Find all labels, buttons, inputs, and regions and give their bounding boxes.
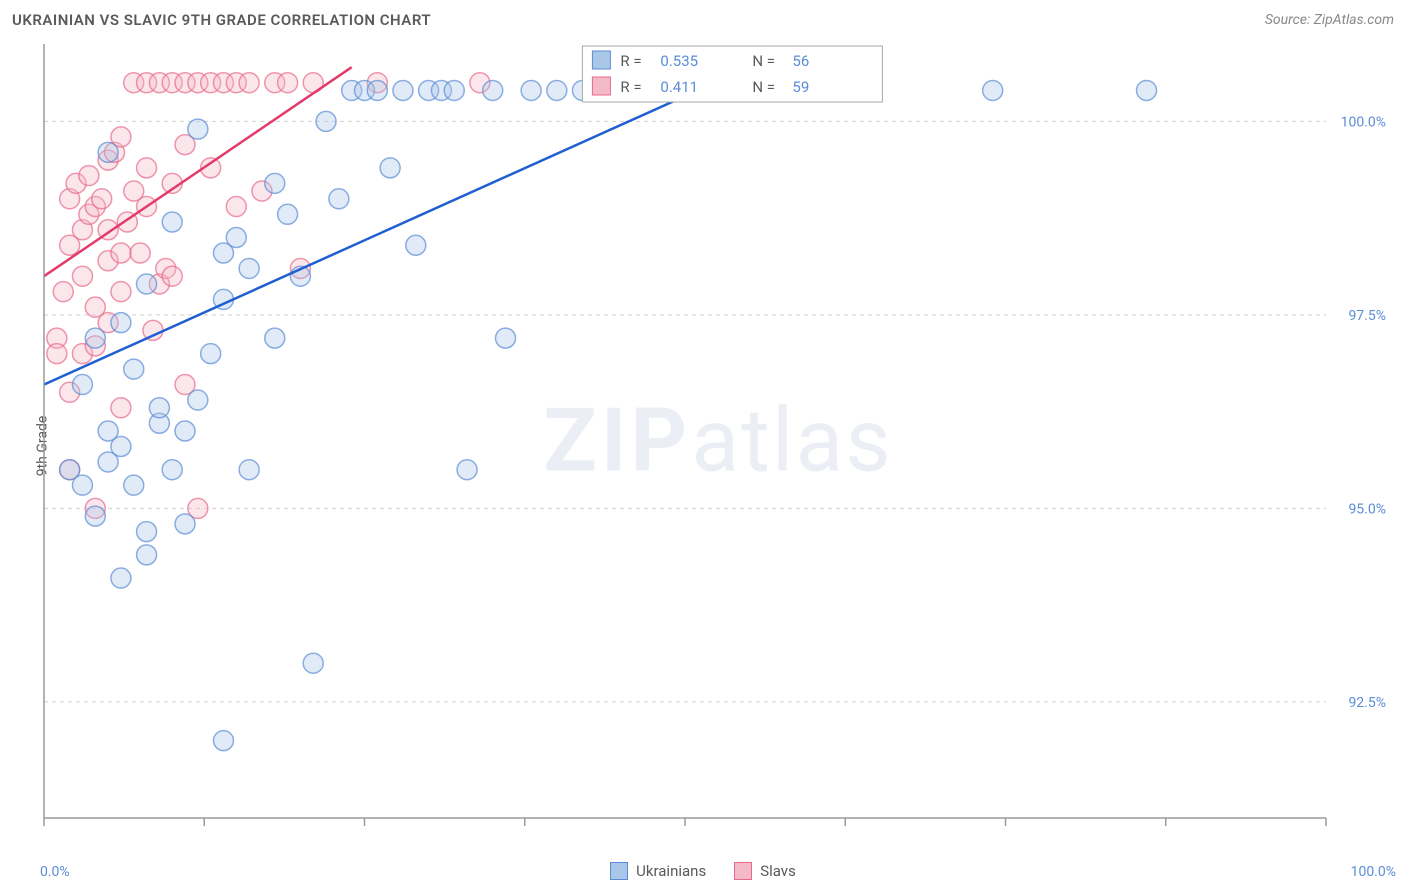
- svg-text:R =: R =: [620, 52, 641, 70]
- svg-text:0.535: 0.535: [660, 52, 698, 70]
- svg-text:95.0%: 95.0%: [1348, 501, 1386, 517]
- chart-title: UKRAINIAN VS SLAVIC 9TH GRADE CORRELATIO…: [12, 11, 431, 29]
- svg-text:100.0%: 100.0%: [1341, 114, 1386, 130]
- svg-text:N =: N =: [752, 52, 775, 70]
- svg-text:N =: N =: [752, 78, 775, 96]
- legend-label-ukrainians: Ukrainians: [636, 862, 706, 880]
- svg-text:56: 56: [792, 52, 809, 70]
- svg-text:0.411: 0.411: [660, 78, 698, 96]
- scatter-plot: 92.5% 95.0% 97.5% 100.0% R = 0.535 N = 56 R = 0.4…: [40, 40, 1396, 842]
- plot-area: 92.5% 95.0% 97.5% 100.0% R = 0.535 N = 56 R = 0.4…: [40, 40, 1396, 842]
- svg-text:R =: R =: [620, 78, 641, 96]
- svg-text:92.5%: 92.5%: [1348, 695, 1386, 711]
- series-legend: Ukrainians Slavs: [0, 862, 1406, 880]
- legend-swatch-slavs: [734, 862, 752, 880]
- chart-source: Source: ZipAtlas.com: [1265, 12, 1394, 28]
- svg-text:97.5%: 97.5%: [1348, 308, 1386, 324]
- chart-header: UKRAINIAN VS SLAVIC 9TH GRADE CORRELATIO…: [0, 0, 1406, 40]
- legend-swatch-ukrainians: [610, 862, 628, 880]
- legend-item-slavs: Slavs: [734, 862, 796, 880]
- svg-text:59: 59: [792, 78, 809, 96]
- legend-item-ukrainians: Ukrainians: [610, 862, 706, 880]
- legend-label-slavs: Slavs: [760, 862, 796, 880]
